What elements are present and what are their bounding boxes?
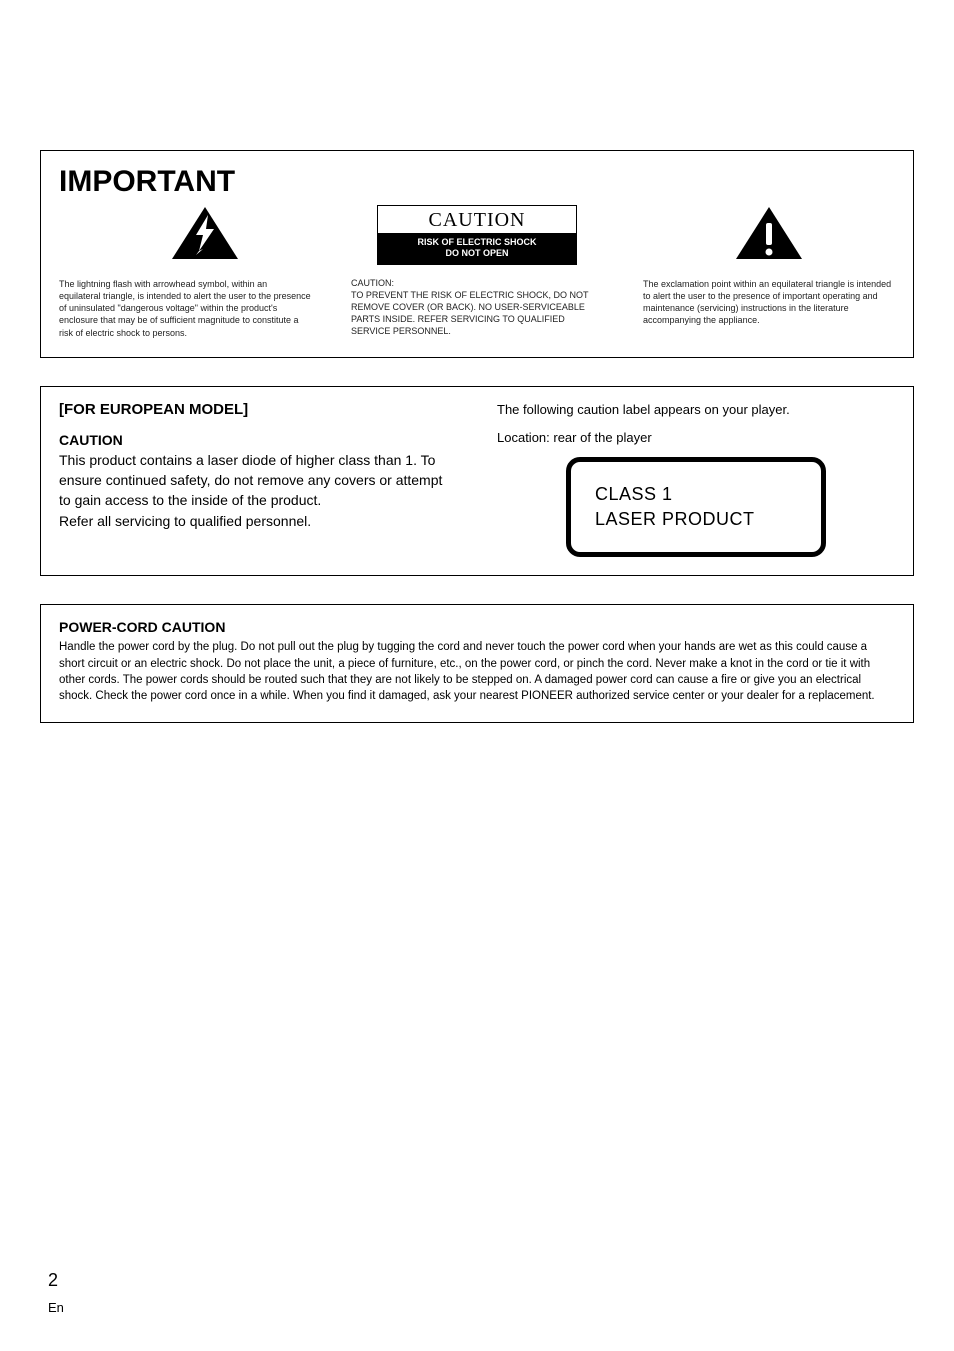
power-cord-heading: POWER-CORD CAUTION (59, 619, 895, 635)
exclamation-triangle-icon (734, 205, 804, 266)
caution-label-bottom: RISK OF ELECTRIC SHOCK DO NOT OPEN (378, 234, 576, 264)
class1-label-wrap: CLASS 1 LASER PRODUCT (497, 457, 895, 557)
lightning-triangle-icon (170, 205, 240, 266)
caution-column: CAUTION RISK OF ELECTRIC SHOCK DO NOT OP… (351, 205, 603, 339)
power-cord-section: POWER-CORD CAUTION Handle the power cord… (40, 604, 914, 722)
important-section: IMPORTANT The lightning flash with arrow… (40, 150, 914, 358)
label-intro: The following caution label appears on y… (497, 401, 895, 419)
caution-label-top: CAUTION (378, 206, 576, 234)
european-caution-heading: CAUTION (59, 432, 457, 448)
language-code: En (48, 1300, 64, 1315)
caution-text: TO PREVENT THE RISK OF ELECTRIC SHOCK, D… (351, 289, 603, 338)
caution-heading: CAUTION: (351, 277, 394, 289)
power-cord-text: Handle the power cord by the plug. Do no… (59, 639, 895, 703)
document-page: IMPORTANT The lightning flash with arrow… (0, 0, 954, 1351)
european-heading: [FOR EUROPEAN MODEL] (59, 401, 457, 418)
class1-line1: CLASS 1 (595, 484, 673, 504)
lightning-text: The lightning flash with arrowhead symbo… (59, 278, 311, 339)
european-caution-body2: Refer all servicing to qualified personn… (59, 511, 457, 531)
caution-label-box: CAUTION RISK OF ELECTRIC SHOCK DO NOT OP… (377, 205, 577, 265)
caution-label-line1: RISK OF ELECTRIC SHOCK (417, 237, 536, 247)
caution-label-line2: DO NOT OPEN (445, 248, 508, 258)
exclamation-text: The exclamation point within an equilate… (643, 278, 895, 327)
exclamation-column: The exclamation point within an equilate… (643, 205, 895, 339)
label-location: Location: rear of the player (497, 429, 895, 447)
european-right-column: The following caution label appears on y… (497, 401, 895, 558)
class1-line2: LASER PRODUCT (595, 509, 755, 529)
important-title: IMPORTANT (59, 165, 895, 199)
lightning-column: The lightning flash with arrowhead symbo… (59, 205, 311, 339)
european-model-section: [FOR EUROPEAN MODEL] CAUTION This produc… (40, 386, 914, 577)
important-row: The lightning flash with arrowhead symbo… (59, 205, 895, 339)
european-left-column: [FOR EUROPEAN MODEL] CAUTION This produc… (59, 401, 457, 558)
page-number: 2 (48, 1270, 58, 1291)
class1-label: CLASS 1 LASER PRODUCT (566, 457, 826, 557)
european-caution-body: This product contains a laser diode of h… (59, 450, 457, 511)
